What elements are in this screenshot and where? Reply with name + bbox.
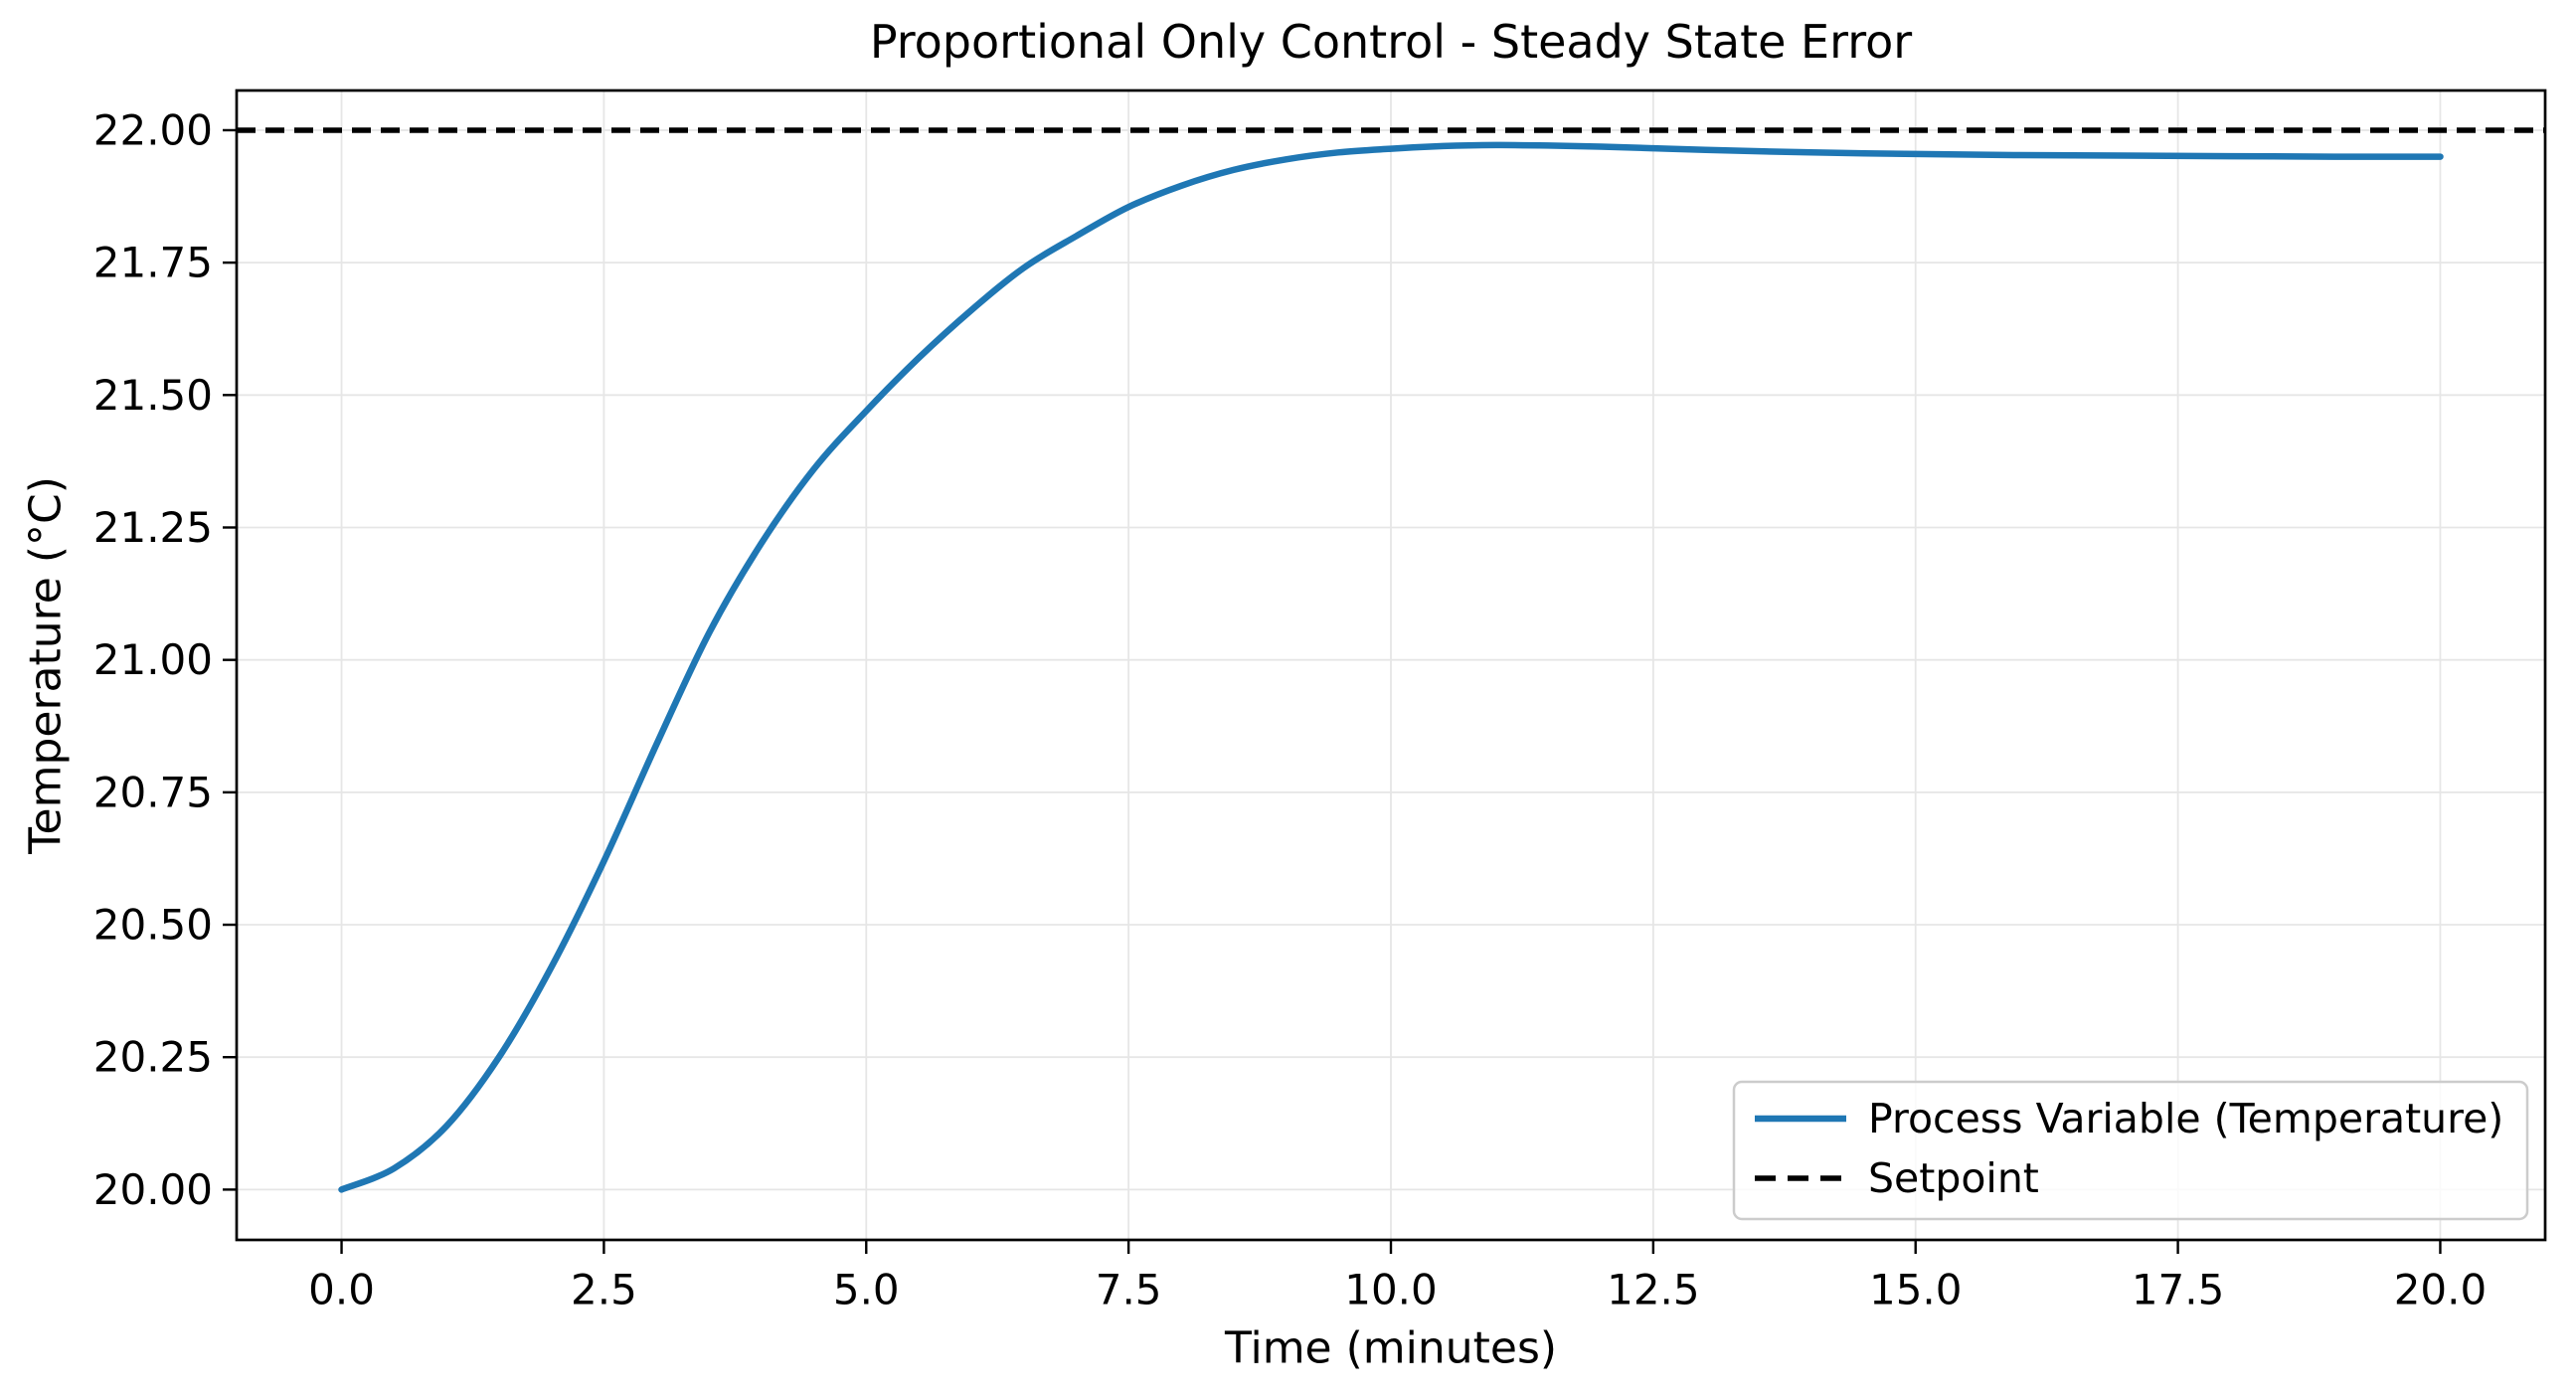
y-tick-label: 21.25 (93, 503, 213, 552)
legend-label: Setpoint (1868, 1154, 2039, 1202)
x-tick-label: 10.0 (1344, 1266, 1438, 1314)
series (237, 127, 2545, 1193)
y-tick-label: 21.50 (93, 371, 213, 420)
x-tick-label: 7.5 (1096, 1266, 1162, 1314)
x-axis-label: Time (minutes) (1224, 1322, 1558, 1374)
y-tick-label: 21.00 (93, 635, 213, 684)
y-axis-label: Temperature (°C) (20, 476, 72, 854)
axes: 0.0 2.5 5.0 7.5 10.0 12.5 15.0 17.5 20.0 20.00 20.… (93, 88, 2547, 1314)
legend-label: Process Variable (Temperature) (1868, 1095, 2503, 1142)
x-tick-label: 20.0 (2394, 1266, 2488, 1314)
chart-title: Proportional Only Control - Steady State… (869, 15, 1913, 69)
y-tick-label: 20.00 (93, 1165, 213, 1214)
legend-box (1732, 1080, 2529, 1221)
x-tick-label: 17.5 (2132, 1266, 2225, 1314)
x-tick-label: 0.0 (308, 1266, 375, 1314)
x-tick-label: 12.5 (1607, 1266, 1700, 1314)
y-tick-label: 22.00 (93, 105, 213, 154)
y-tick-label: 20.50 (93, 901, 213, 950)
x-tick-label: 2.5 (571, 1266, 637, 1314)
legend: Process Variable (Temperature) Setpoint (1732, 1080, 2529, 1221)
x-tick-label: 15.0 (1869, 1266, 1963, 1314)
grid (237, 90, 2545, 1240)
x-tick-label: 5.0 (833, 1266, 900, 1314)
process-variable-curve (338, 141, 2444, 1193)
y-tick-label: 20.25 (93, 1033, 213, 1082)
y-tick-label: 20.75 (93, 768, 213, 816)
y-tick-label: 21.75 (93, 239, 213, 287)
